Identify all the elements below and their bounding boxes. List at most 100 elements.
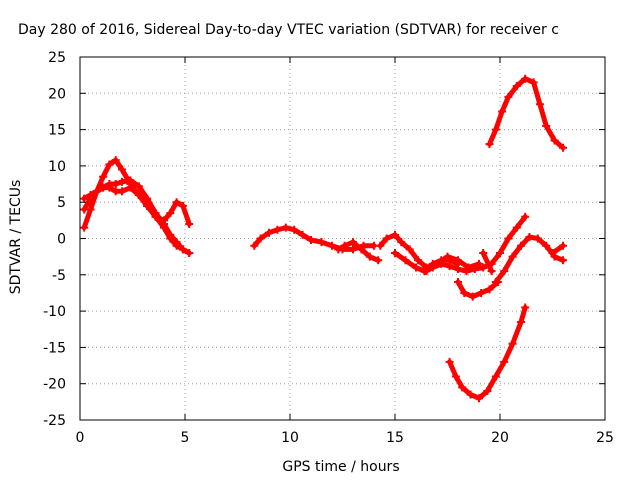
x-axis-ticks: 0 5 10 15 20 25 bbox=[76, 57, 614, 446]
data-series bbox=[422, 256, 462, 276]
data-point bbox=[265, 228, 273, 237]
data-point bbox=[550, 136, 559, 145]
data-point bbox=[559, 143, 567, 152]
data-point bbox=[412, 263, 420, 272]
data-point bbox=[134, 190, 143, 199]
data-point bbox=[445, 357, 454, 366]
data-point bbox=[512, 223, 521, 232]
data-point bbox=[143, 201, 152, 210]
data-point bbox=[99, 172, 108, 181]
data-point bbox=[118, 187, 126, 196]
data-point bbox=[462, 267, 471, 276]
data-series bbox=[80, 183, 194, 228]
y-tick-label: 5 bbox=[57, 195, 66, 211]
data-series bbox=[479, 249, 496, 276]
series-trace bbox=[392, 214, 528, 274]
y-tick-label: -25 bbox=[43, 413, 66, 429]
y-tick-label: -20 bbox=[43, 377, 66, 393]
data-point bbox=[475, 394, 483, 403]
data-point bbox=[498, 107, 507, 116]
x-tick-label: 25 bbox=[596, 430, 614, 446]
data-point bbox=[517, 317, 525, 326]
data-point bbox=[290, 225, 299, 234]
series-trace bbox=[487, 76, 566, 151]
data-point bbox=[496, 249, 504, 258]
data-point bbox=[517, 241, 525, 250]
data-point bbox=[460, 288, 469, 297]
data-point bbox=[281, 223, 290, 232]
x-tick-label: 15 bbox=[386, 430, 404, 446]
data-point bbox=[250, 241, 259, 250]
data-point bbox=[500, 267, 509, 276]
data-point bbox=[172, 198, 181, 207]
data-series bbox=[491, 233, 567, 287]
data-point bbox=[256, 234, 265, 243]
x-axis-label: GPS time / hours bbox=[282, 459, 399, 475]
data-point bbox=[548, 249, 557, 258]
data-point bbox=[542, 121, 551, 130]
data-point bbox=[382, 234, 391, 243]
data-series bbox=[548, 241, 567, 258]
data-point bbox=[111, 180, 120, 189]
y-tick-label: 20 bbox=[48, 86, 66, 102]
data-point bbox=[512, 82, 521, 91]
data-point bbox=[487, 267, 496, 276]
data-point bbox=[126, 183, 135, 192]
data-point bbox=[374, 256, 383, 265]
x-tick-label: 10 bbox=[281, 430, 299, 446]
data-point bbox=[470, 264, 479, 273]
data-point bbox=[559, 256, 567, 265]
data-point bbox=[508, 252, 517, 261]
data-point bbox=[151, 212, 160, 221]
data-point bbox=[80, 205, 89, 214]
data-series bbox=[334, 238, 383, 265]
data-point bbox=[458, 383, 467, 392]
data-point bbox=[428, 259, 437, 268]
data-point bbox=[542, 241, 551, 250]
data-point bbox=[491, 278, 500, 287]
data-point bbox=[80, 223, 89, 232]
data-point bbox=[166, 209, 175, 218]
data-point bbox=[521, 212, 530, 221]
data-point bbox=[521, 74, 530, 83]
data-point bbox=[525, 233, 534, 242]
data-point bbox=[105, 183, 114, 192]
data-point bbox=[86, 190, 95, 199]
x-tick-label: 5 bbox=[181, 430, 190, 446]
data-point bbox=[491, 125, 500, 134]
data-point bbox=[508, 339, 517, 348]
data-series bbox=[485, 74, 567, 152]
series-trace bbox=[447, 304, 528, 401]
data-point bbox=[391, 230, 399, 239]
series-trace bbox=[455, 279, 501, 300]
data-point bbox=[391, 249, 399, 258]
data-point bbox=[559, 241, 567, 250]
data-point bbox=[445, 256, 454, 265]
data-point bbox=[504, 234, 513, 243]
data-point bbox=[491, 372, 500, 381]
chart-title: Day 280 of 2016, Sidereal Day-to-day VTE… bbox=[18, 22, 559, 38]
data-point bbox=[401, 256, 410, 265]
x-tick-label: 0 bbox=[76, 430, 85, 446]
data-point bbox=[172, 238, 181, 247]
data-point bbox=[479, 249, 488, 258]
data-point bbox=[477, 288, 486, 297]
data-point bbox=[298, 230, 307, 239]
data-point bbox=[504, 92, 513, 101]
data-point bbox=[273, 225, 282, 234]
data-point bbox=[529, 78, 538, 87]
data-point bbox=[533, 234, 542, 243]
data-point bbox=[126, 176, 135, 185]
data-point bbox=[80, 194, 89, 203]
data-point bbox=[466, 390, 475, 399]
data-point bbox=[118, 177, 126, 186]
data-point bbox=[500, 357, 509, 366]
y-axis-ticks: -25 -20 -15 -10 -5 0 5 10 15 20 25 bbox=[43, 50, 605, 429]
data-series bbox=[454, 278, 502, 301]
y-tick-label: -15 bbox=[43, 340, 66, 356]
data-point bbox=[485, 285, 494, 294]
data-point bbox=[357, 245, 366, 254]
data-point bbox=[414, 256, 423, 265]
data-point bbox=[328, 241, 336, 250]
data-point bbox=[105, 160, 114, 169]
